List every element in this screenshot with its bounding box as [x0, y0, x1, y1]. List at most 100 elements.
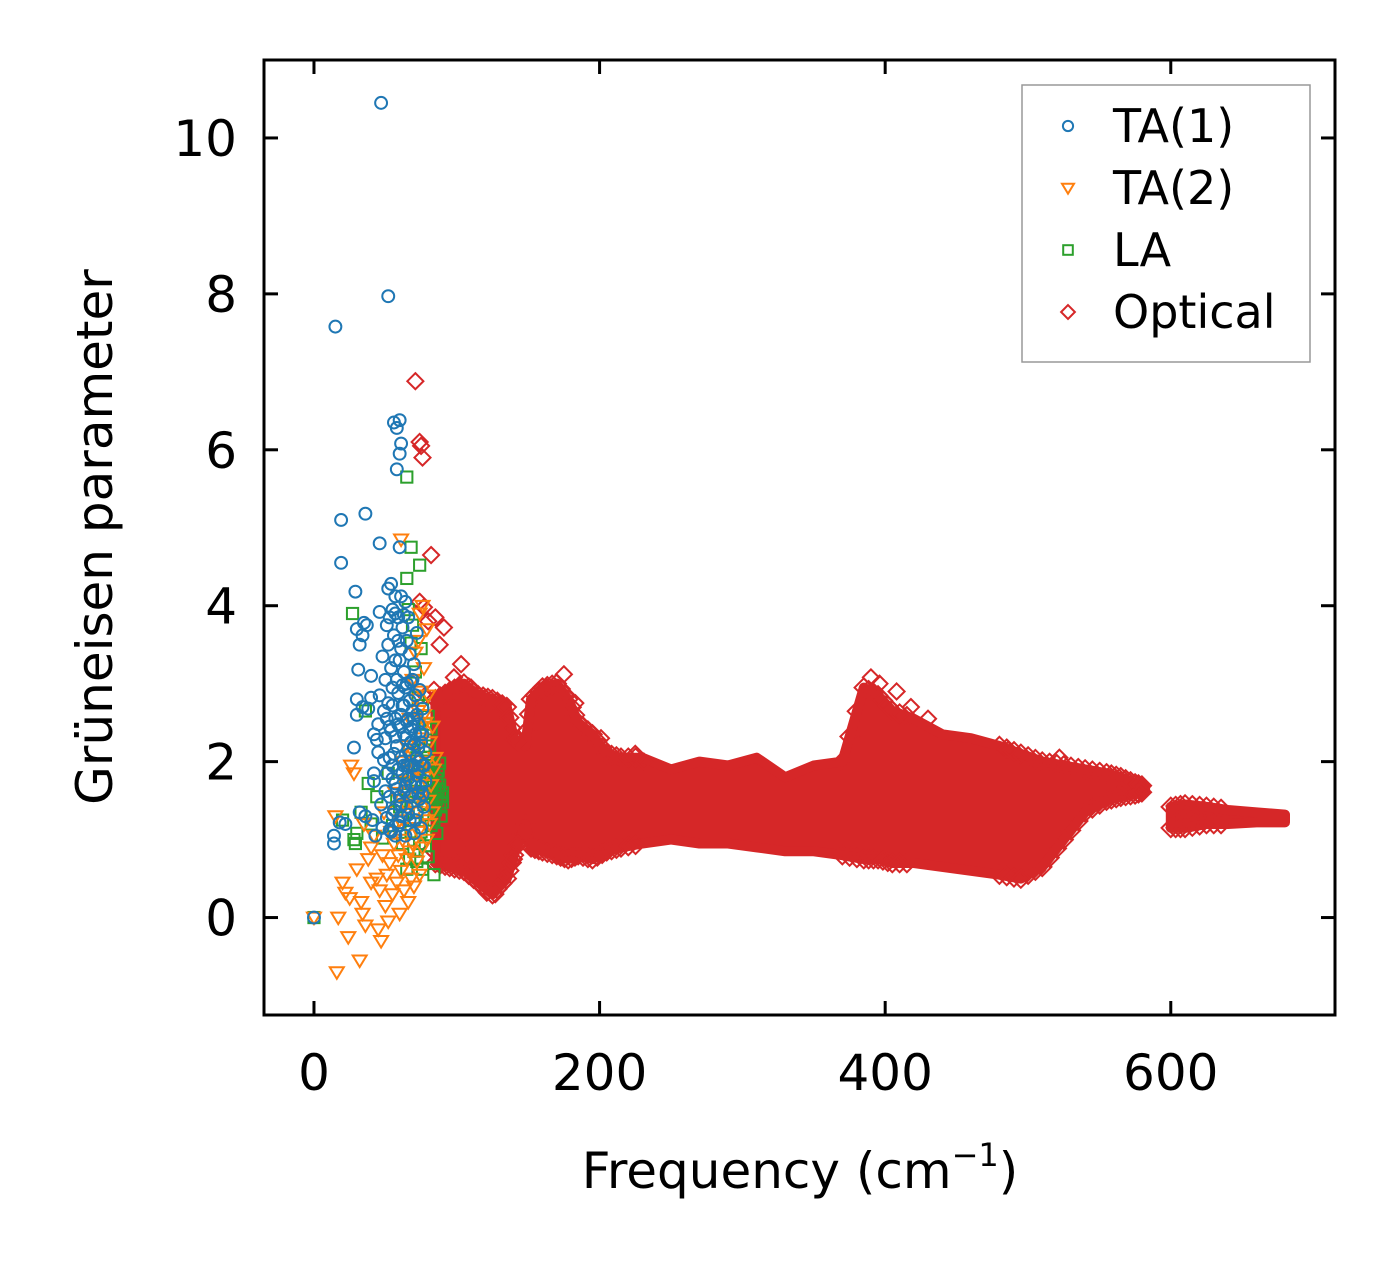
optical-edge-point: [617, 747, 639, 769]
optical-point: [554, 664, 574, 684]
ta-2-point: [413, 599, 432, 615]
optical-edge-point: [888, 852, 911, 874]
ta-2-point: [409, 634, 427, 650]
optical-edge-point: [481, 688, 504, 710]
optical-edge-point: [1031, 751, 1053, 773]
optical-point: [437, 701, 457, 721]
optical-edge-point: [839, 845, 861, 868]
ta-2-point: [395, 884, 413, 899]
optical-edge-point: [1169, 817, 1192, 839]
optical-edge-point: [560, 847, 583, 869]
optical-edge-point: [1127, 773, 1150, 796]
ta-1-point: [332, 815, 347, 830]
optical-edge-point: [546, 844, 568, 866]
optical-edge-point: [1165, 795, 1187, 817]
ta-1-point: [385, 771, 400, 786]
ta-1-point: [381, 289, 396, 304]
legend: TA(1) TA(2) LA Optical: [1021, 84, 1311, 363]
optical-edge-point: [881, 700, 903, 722]
optical-edge-point: [1165, 817, 1187, 839]
optical-edge-point: [586, 730, 608, 752]
ta-1-point: [395, 678, 410, 693]
ta-1-point: [394, 436, 409, 451]
optical-edge-point: [1046, 837, 1068, 859]
optical-edge-point: [434, 683, 456, 705]
optical-edge-point: [1024, 748, 1047, 770]
optical-edge-point: [586, 845, 608, 868]
optical-point: [411, 436, 431, 456]
optical-point: [634, 752, 654, 772]
x-tick-label: 200: [552, 1044, 647, 1102]
optical-edge-point: [988, 864, 1011, 886]
legend-label-la: LA: [1113, 223, 1172, 277]
ta-1-point: [338, 817, 353, 831]
ta-1-point: [412, 754, 427, 769]
ta-2-point: [425, 763, 443, 779]
legend-label-ta-2: TA(2): [1112, 161, 1234, 215]
legend-marker-ta-1: [1061, 119, 1075, 133]
ta-2-point: [418, 755, 436, 771]
plot-frame: [262, 58, 1337, 1017]
optical-edge-point: [1195, 813, 1218, 835]
optical-edge-point: [516, 719, 538, 741]
ta-1-point: [358, 506, 373, 521]
ta-2-point: [359, 853, 378, 868]
optical-edge-point: [1060, 756, 1082, 778]
ta-1-point: [388, 653, 403, 668]
optical-point: [565, 693, 585, 713]
ta-1-point: [381, 696, 396, 711]
optical-point: [1049, 748, 1069, 768]
ta-1-point: [379, 711, 394, 726]
ta-2-point: [383, 888, 402, 903]
ta-1-point: [327, 836, 341, 851]
optical-edge-point: [881, 852, 903, 874]
ta-1-point: [372, 536, 387, 551]
optical-edge-point: [424, 688, 446, 710]
optical-edge-point: [448, 858, 470, 881]
ta-2-point: [342, 759, 360, 775]
ta-2-point: [410, 868, 429, 884]
y-tick-label: 6: [205, 422, 237, 480]
ta-2-point: [390, 907, 409, 923]
ta-1-point: [399, 758, 414, 773]
y-tick-label: 2: [205, 734, 237, 792]
ta-1-point: [388, 606, 403, 621]
optical-point: [485, 884, 505, 904]
ta-1-point: [398, 779, 413, 794]
ta-1-point: [384, 661, 399, 676]
optical-edge-point: [846, 700, 868, 722]
tick-marks: [264, 60, 1335, 1015]
optical-edge-point: [481, 883, 504, 905]
ta-2-point: [423, 806, 442, 821]
ta-1-point: [394, 589, 409, 604]
ta-1-point: [365, 813, 380, 828]
optical-edge-point: [1031, 856, 1053, 878]
optical-edge-point: [581, 848, 604, 870]
optical-edge-point: [862, 682, 885, 704]
ta-1-point: [415, 787, 430, 802]
ta-2-point: [426, 751, 445, 767]
legend-marker-optical: [1059, 303, 1077, 321]
legend-label-ta-1: TA(1): [1112, 99, 1234, 153]
ta-2-point: [378, 868, 396, 884]
optical-edge-point: [1089, 761, 1111, 783]
ta-1-point: [406, 657, 421, 672]
optical-edge-point: [617, 835, 639, 857]
optical-point: [591, 728, 611, 748]
x-tick-label: 0: [298, 1044, 330, 1102]
ta-1-point: [394, 797, 409, 812]
optical-point: [451, 654, 471, 674]
ta-1-point: [375, 649, 390, 664]
ta-1-point: [396, 698, 411, 713]
ta-1-point: [392, 815, 407, 830]
ta-2-point: [340, 892, 359, 907]
y-tick-label: 8: [205, 266, 237, 324]
ta-1-point: [392, 653, 407, 668]
optical-edge-point: [1089, 793, 1111, 815]
ta-1-point: [409, 768, 424, 783]
ta-1-point: [379, 618, 394, 633]
optical-edge-point: [1074, 758, 1096, 781]
optical-point: [887, 682, 907, 701]
x-axis-label-superscript: −1: [952, 1136, 999, 1174]
ta-2-point: [348, 863, 366, 878]
